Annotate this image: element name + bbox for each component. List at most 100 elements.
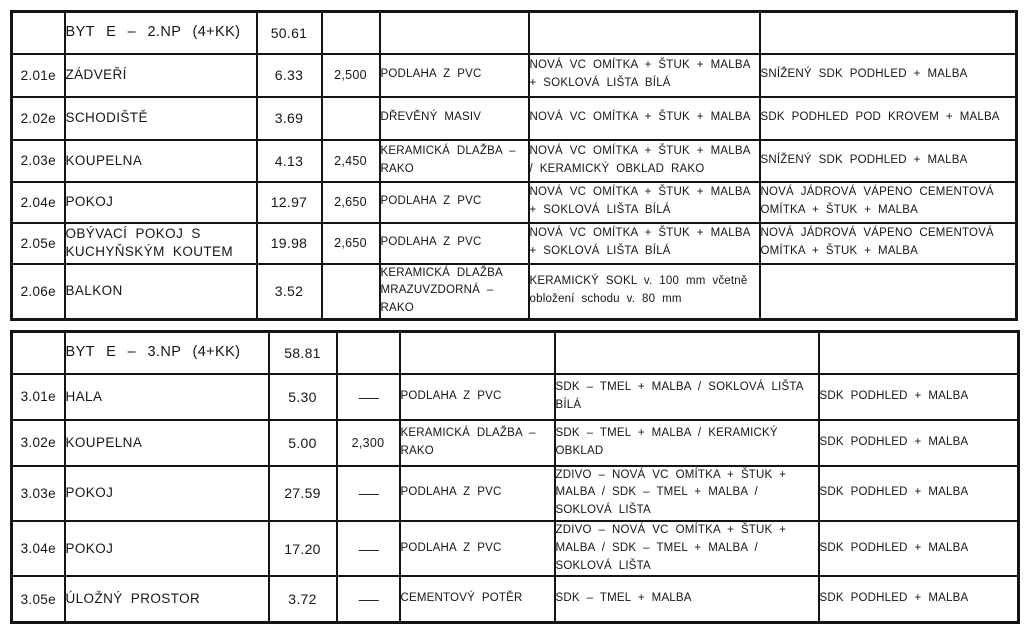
room-id: 3.04e (10, 519, 66, 578)
header-walls-cell (553, 330, 820, 375)
table-row: 3.02e KOUPELNA 5.00 2,300 KERAMICKÁ DLAŽ… (10, 418, 1020, 467)
wall-finish: SDK – TMEL + MALBA / SOKLOVÁ LIŠTA BÍLÁ (553, 372, 820, 421)
wall-finish: NOVÁ VC OMÍTKA + ŠTUK + MALBA + SOKLOVÁ … (527, 52, 761, 98)
room-area: 3.52 (255, 262, 323, 321)
room-name: KOUPELNA (63, 418, 270, 467)
ceiling-finish: SDK PODHLED POD KROVEM + MALBA (758, 95, 1018, 141)
header-height-cell (320, 10, 381, 55)
floor-finish: KERAMICKÁ DLAŽBA – RAKO (378, 138, 530, 183)
apartment-total-area: 58.81 (267, 330, 338, 375)
ceiling-height: ––– (358, 485, 379, 502)
table-row: 2.01e ZÁDVEŘÍ 6.33 2,500 PODLAHA Z PVC N… (10, 52, 1018, 98)
ceiling-height: 2,650 (320, 221, 381, 265)
apartment-total-area: 50.61 (255, 10, 323, 55)
room-name: HALA (63, 372, 270, 421)
room-area: 19.98 (255, 221, 323, 265)
room-area: 27.59 (267, 464, 338, 522)
wall-finish: ZDIVO – NOVÁ VC OMÍTKA + ŠTUK + MALBA / … (553, 464, 820, 522)
room-area: 5.30 (267, 372, 338, 421)
wall-finish: KERAMICKÝ SOKL v. 100 mm včetně obložení… (527, 262, 761, 321)
header-ceiling-cell (758, 10, 1018, 55)
room-name: OBÝVACÍ POKOJ S KUCHYŇSKÝM KOUTEM (63, 221, 258, 265)
room-name: KOUPELNA (63, 138, 258, 183)
wall-finish: NOVÁ VC OMÍTKA + ŠTUK + MALBA + SOKLOVÁ … (527, 221, 761, 265)
ceiling-finish (758, 262, 1018, 321)
ceiling-height: 2,300 (335, 418, 401, 467)
table-row: 2.03e KOUPELNA 4.13 2,450 KERAMICKÁ DLAŽ… (10, 138, 1018, 183)
room-name: SCHODIŠTĚ (63, 95, 258, 141)
floor-finish: KERAMICKÁ DLAŽBA MRAZUVZDORNÁ – RAKO (378, 262, 530, 321)
room-id: 3.01e (10, 372, 66, 421)
finish-schedule-table-3np: BYT E – 3.NP (4+KK) 58.81 3.01e HALA 5.3… (10, 330, 1020, 624)
ceiling-height: ––– (358, 388, 379, 405)
table-row: 3.03e POKOJ 27.59 ––– PODLAHA Z PVC ZDIV… (10, 464, 1020, 522)
ceiling-finish: SDK PODHLED + MALBA (817, 418, 1020, 467)
room-id: 3.02e (10, 418, 66, 467)
table-header-row: BYT E – 3.NP (4+KK) 58.81 (10, 330, 1020, 375)
header-id-cell (10, 10, 66, 55)
table-row: 3.01e HALA 5.30 ––– PODLAHA Z PVC SDK – … (10, 372, 1020, 421)
table-row: 3.04e POKOJ 17.20 ––– PODLAHA Z PVC ZDIV… (10, 519, 1020, 578)
table-row: 2.06e BALKON 3.52 KERAMICKÁ DLAŽBA MRAZU… (10, 262, 1018, 321)
ceiling-height: ––– (358, 591, 379, 608)
floor-finish: PODLAHA Z PVC (378, 221, 530, 265)
table-header-row: BYT E – 2.NP (4+KK) 50.61 (10, 10, 1018, 55)
room-id: 2.05e (10, 221, 66, 265)
apartment-title: BYT E – 3.NP (4+KK) (63, 330, 270, 375)
room-area: 5.00 (267, 418, 338, 467)
room-name: BALKON (63, 262, 258, 321)
floor-finish: PODLAHA Z PVC (398, 372, 556, 421)
room-id: 2.06e (10, 262, 66, 321)
ceiling-height: 2,450 (320, 138, 381, 183)
apartment-title: BYT E – 2.NP (4+KK) (63, 10, 258, 55)
table-row: 2.02e SCHODIŠTĚ 3.69 DŘEVĚNÝ MASIV NOVÁ … (10, 95, 1018, 141)
room-name: ÚLOŽNÝ PROSTOR (63, 575, 270, 624)
header-height-cell (335, 330, 401, 375)
room-id: 2.02e (10, 95, 66, 141)
room-area: 12.97 (255, 180, 323, 224)
floor-finish: CEMENTOVÝ POTĚR (398, 575, 556, 624)
wall-finish: SDK – TMEL + MALBA / KERAMICKÝ OBKLAD (553, 418, 820, 467)
room-id: 3.03e (10, 464, 66, 522)
wall-finish: SDK – TMEL + MALBA (553, 575, 820, 624)
table-row: 2.05e OBÝVACÍ POKOJ S KUCHYŇSKÝM KOUTEM … (10, 221, 1018, 265)
wall-finish: NOVÁ VC OMÍTKA + ŠTUK + MALBA / KERAMICK… (527, 138, 761, 183)
header-id-cell (10, 330, 66, 375)
ceiling-height: ––– (358, 540, 379, 557)
finish-schedule-table-2np: BYT E – 2.NP (4+KK) 50.61 2.01e ZÁDVEŘÍ … (10, 10, 1018, 321)
ceiling-finish: SNÍŽENÝ SDK PODHLED + MALBA (758, 138, 1018, 183)
room-area: 3.72 (267, 575, 338, 624)
room-area: 3.69 (255, 95, 323, 141)
floor-finish: PODLAHA Z PVC (378, 52, 530, 98)
ceiling-finish: SDK PODHLED + MALBA (817, 575, 1020, 624)
room-area: 4.13 (255, 138, 323, 183)
header-ceiling-cell (817, 330, 1020, 375)
room-area: 6.33 (255, 52, 323, 98)
ceiling-finish: SNÍŽENÝ SDK PODHLED + MALBA (758, 52, 1018, 98)
table-row: 2.04e POKOJ 12.97 2,650 PODLAHA Z PVC NO… (10, 180, 1018, 224)
header-walls-cell (527, 10, 761, 55)
room-name: POKOJ (63, 464, 270, 522)
room-id: 2.03e (10, 138, 66, 183)
ceiling-height (320, 95, 381, 141)
room-area: 17.20 (267, 519, 338, 578)
room-id: 2.01e (10, 52, 66, 98)
header-floor-cell (378, 10, 530, 55)
ceiling-finish: NOVÁ JÁDROVÁ VÁPENO CEMENTOVÁ OMÍTKA + Š… (758, 221, 1018, 265)
ceiling-finish: SDK PODHLED + MALBA (817, 464, 1020, 522)
floor-finish: PODLAHA Z PVC (398, 519, 556, 578)
floor-finish: PODLAHA Z PVC (378, 180, 530, 224)
wall-finish: NOVÁ VC OMÍTKA + ŠTUK + MALBA + SOKLOVÁ … (527, 180, 761, 224)
room-name: POKOJ (63, 180, 258, 224)
wall-finish: ZDIVO – NOVÁ VC OMÍTKA + ŠTUK + MALBA / … (553, 519, 820, 578)
floor-finish: DŘEVĚNÝ MASIV (378, 95, 530, 141)
room-id: 3.05e (10, 575, 66, 624)
wall-finish: NOVÁ VC OMÍTKA + ŠTUK + MALBA (527, 95, 761, 141)
floor-finish: PODLAHA Z PVC (398, 464, 556, 522)
ceiling-finish: SDK PODHLED + MALBA (817, 372, 1020, 421)
ceiling-height: 2,500 (320, 52, 381, 98)
header-floor-cell (398, 330, 556, 375)
ceiling-height (320, 262, 381, 321)
room-name: ZÁDVEŘÍ (63, 52, 258, 98)
